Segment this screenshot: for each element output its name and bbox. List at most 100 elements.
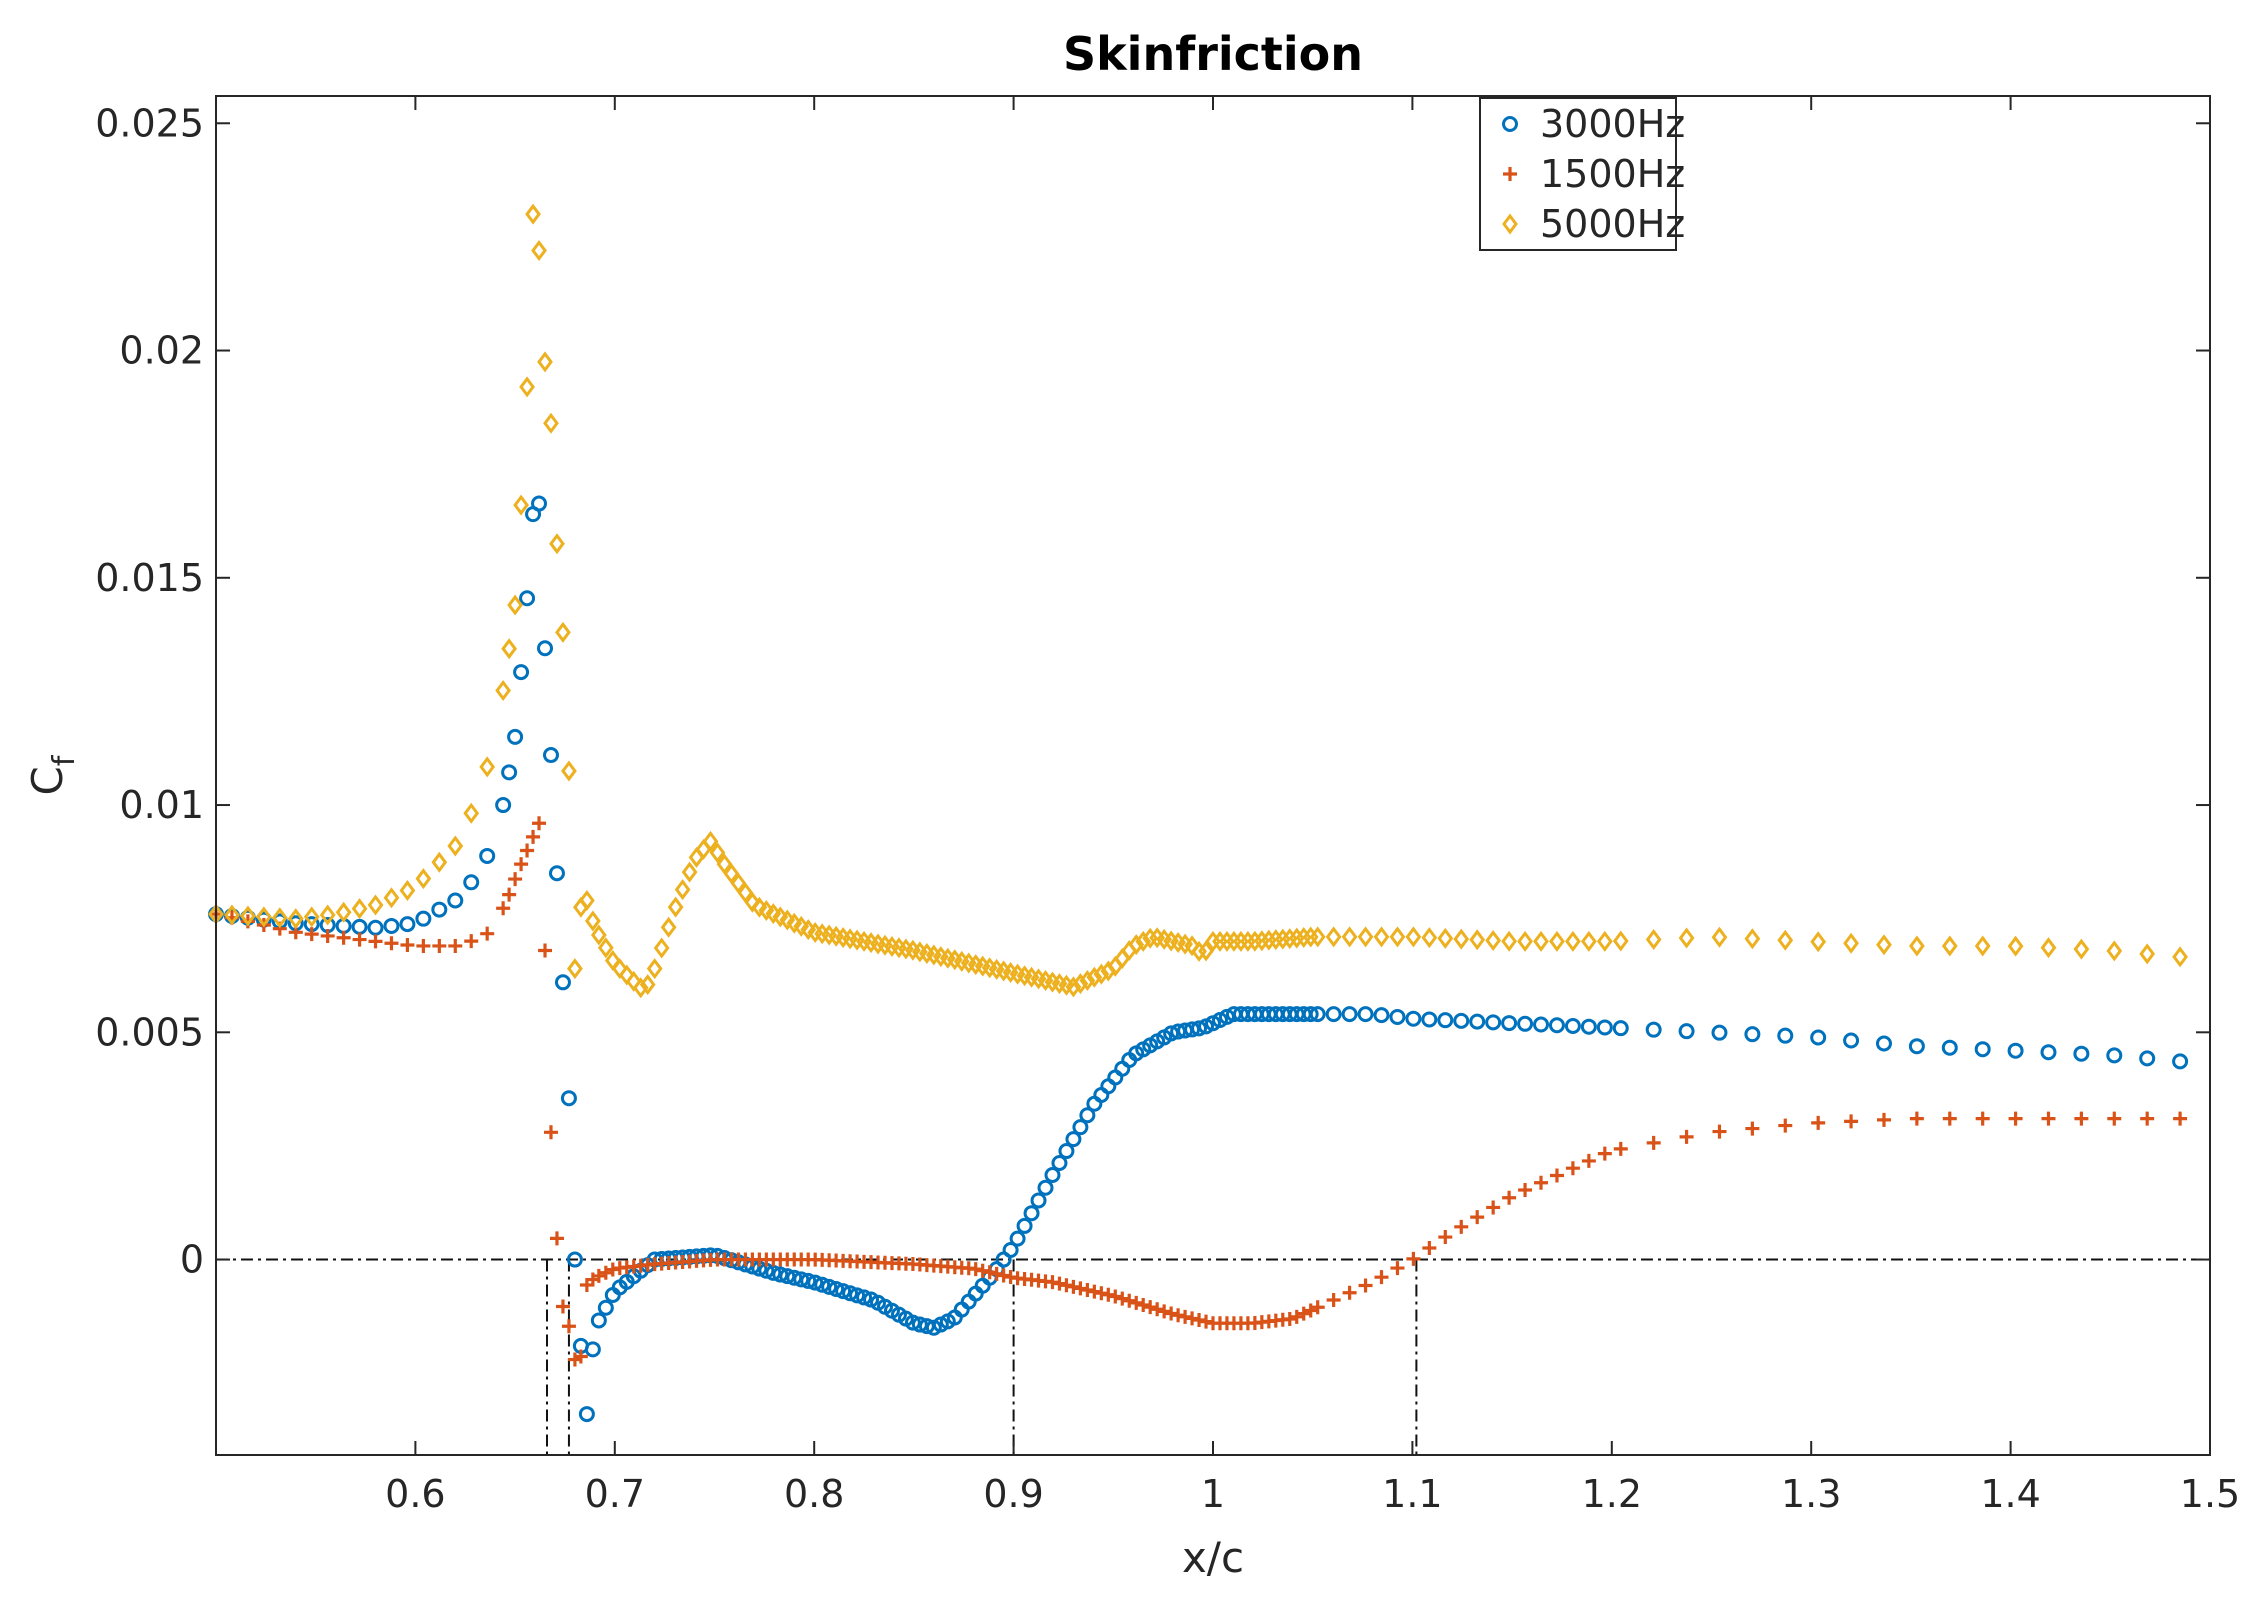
series-3000hz-point — [1485, 1014, 1502, 1031]
series-5000hz-point — [1843, 932, 1859, 954]
series-1500hz-point — [573, 1349, 588, 1364]
series-5000hz-point — [1453, 928, 1470, 950]
series-5000hz-point — [525, 203, 541, 225]
x-axis-ticks: 0.6 0.7 0.8 0.9 1 1.1 1.2 1.3 1.4 1.5 — [385, 96, 2240, 1516]
series-3000hz-point — [842, 1285, 859, 1302]
x-tick-label: 1.3 — [1781, 1472, 1841, 1516]
series-3000hz-point — [772, 1266, 789, 1283]
series-3000hz-point — [835, 1283, 852, 1300]
series-5000hz-point — [1072, 973, 1089, 995]
series-3000hz-point — [519, 590, 536, 607]
series-5000hz-point — [625, 970, 642, 992]
series-5000hz-point — [2073, 938, 2090, 960]
series-3000hz-point — [1405, 1010, 1422, 1027]
series-3000hz-point — [1875, 1035, 1892, 1052]
y-axis-ticks: 0 0.005 0.01 0.015 0.02 0.025 — [95, 101, 2210, 1282]
series-5000hz-point — [2040, 937, 2057, 959]
series-1500hz-point — [508, 872, 523, 887]
legend-3000hz-point — [1502, 116, 1518, 132]
series-5000hz-point — [1373, 926, 1390, 948]
series-1500hz-point — [549, 1231, 564, 1246]
series-1500hz-point — [1745, 1121, 1760, 1136]
series-5000hz-point — [561, 760, 577, 782]
series-5000hz-point — [2106, 940, 2123, 962]
series-5000hz-point — [667, 896, 684, 918]
series-5000hz-point — [1596, 930, 1613, 952]
y-axis-label-subscript: f — [47, 754, 82, 766]
series-5000hz-point — [584, 910, 601, 932]
series-3000hz-point — [560, 1090, 577, 1107]
series-1500hz-point — [368, 934, 383, 949]
x-tick-label: 1.5 — [2180, 1472, 2240, 1516]
series-5000hz-point — [1612, 930, 1629, 952]
series-5000hz-point — [632, 977, 649, 999]
y-axis-label-main: C — [23, 766, 72, 795]
series-5000hz-point — [2139, 943, 2156, 965]
series-3000hz-point — [513, 664, 530, 681]
series-5000hz-point — [716, 853, 733, 875]
series-3000hz-point — [1744, 1026, 1761, 1043]
series-5000hz — [208, 203, 2188, 999]
series-1500hz-point — [1454, 1219, 1469, 1234]
series-5000hz-point — [495, 680, 512, 702]
series-3000hz-point — [1437, 1012, 1454, 1029]
x-tick-label: 1.1 — [1382, 1472, 1442, 1516]
series-3000hz-point — [1533, 1016, 1550, 1033]
series-1500hz-point — [448, 938, 463, 953]
legend-item-1500hz: 1500Hz — [1503, 152, 1685, 196]
series-1500hz-point — [1122, 1293, 1137, 1308]
series-1500hz-point — [480, 926, 495, 941]
series-3000hz-point — [447, 892, 464, 909]
series-1500hz-point — [1157, 1304, 1172, 1319]
series-3000hz-point — [856, 1289, 873, 1306]
series-3000hz-point — [1302, 1006, 1319, 1023]
series-3000hz-point — [1421, 1011, 1438, 1028]
x-tick-label: 1.4 — [1980, 1472, 2040, 1516]
series-5000hz-point — [597, 937, 614, 959]
series-5000hz-point — [1744, 928, 1761, 950]
series-5000hz-point — [660, 916, 677, 938]
series-5000hz-point — [1198, 940, 1214, 962]
series-1500hz-point — [2008, 1111, 2023, 1126]
series-1500hz-point — [1876, 1112, 1891, 1127]
series-1500hz-point — [1534, 1175, 1549, 1190]
series-5000hz-point — [224, 904, 240, 926]
series-5000hz-point — [611, 958, 628, 980]
series-1500hz-point — [1844, 1114, 1859, 1129]
series-1500hz-point — [1549, 1168, 1564, 1183]
x-tick-label: 1.2 — [1582, 1472, 1642, 1516]
legend-5000hz-point — [1502, 213, 1518, 235]
series-5000hz-point — [744, 891, 761, 913]
series-5000hz-point — [730, 872, 747, 894]
series-5000hz-point — [335, 901, 352, 923]
y-tick-label: 0.02 — [119, 329, 204, 373]
series-5000hz-point — [513, 494, 529, 516]
series-5000hz-point — [1135, 930, 1152, 952]
series-5000hz-point — [555, 621, 571, 643]
series-3000hz-point — [1016, 1217, 1033, 1234]
series-5000hz-point — [1678, 927, 1695, 949]
series-1500hz-point — [538, 943, 553, 958]
y-tick-label: 0.005 — [95, 1010, 204, 1054]
series-5000hz-point — [1389, 926, 1406, 948]
series-1500hz-point — [1422, 1240, 1437, 1255]
series-3000hz-point — [1580, 1018, 1597, 1035]
series-5000hz-point — [1469, 929, 1486, 951]
legend-item-5000hz: 5000Hz — [1502, 202, 1685, 246]
series-3000hz-point — [2040, 1044, 2057, 1061]
series-5000hz-point — [2172, 946, 2188, 968]
series-5000hz-point — [1325, 926, 1342, 948]
series-5000hz-point — [507, 594, 523, 616]
series-1500hz-point — [1712, 1124, 1727, 1139]
series-1500hz-point — [1115, 1291, 1130, 1306]
legend-label: 3000Hz — [1540, 102, 1685, 146]
series-1500hz-point — [1518, 1183, 1533, 1198]
series-1500hz-point — [1136, 1298, 1151, 1313]
series-1500hz-point — [432, 938, 447, 953]
series-5000hz-point — [1645, 928, 1662, 950]
series-3000hz-point — [531, 495, 548, 512]
series-5000hz-point — [549, 533, 565, 555]
series-1500hz-point — [384, 936, 399, 951]
series-5000hz-point — [1437, 927, 1454, 949]
